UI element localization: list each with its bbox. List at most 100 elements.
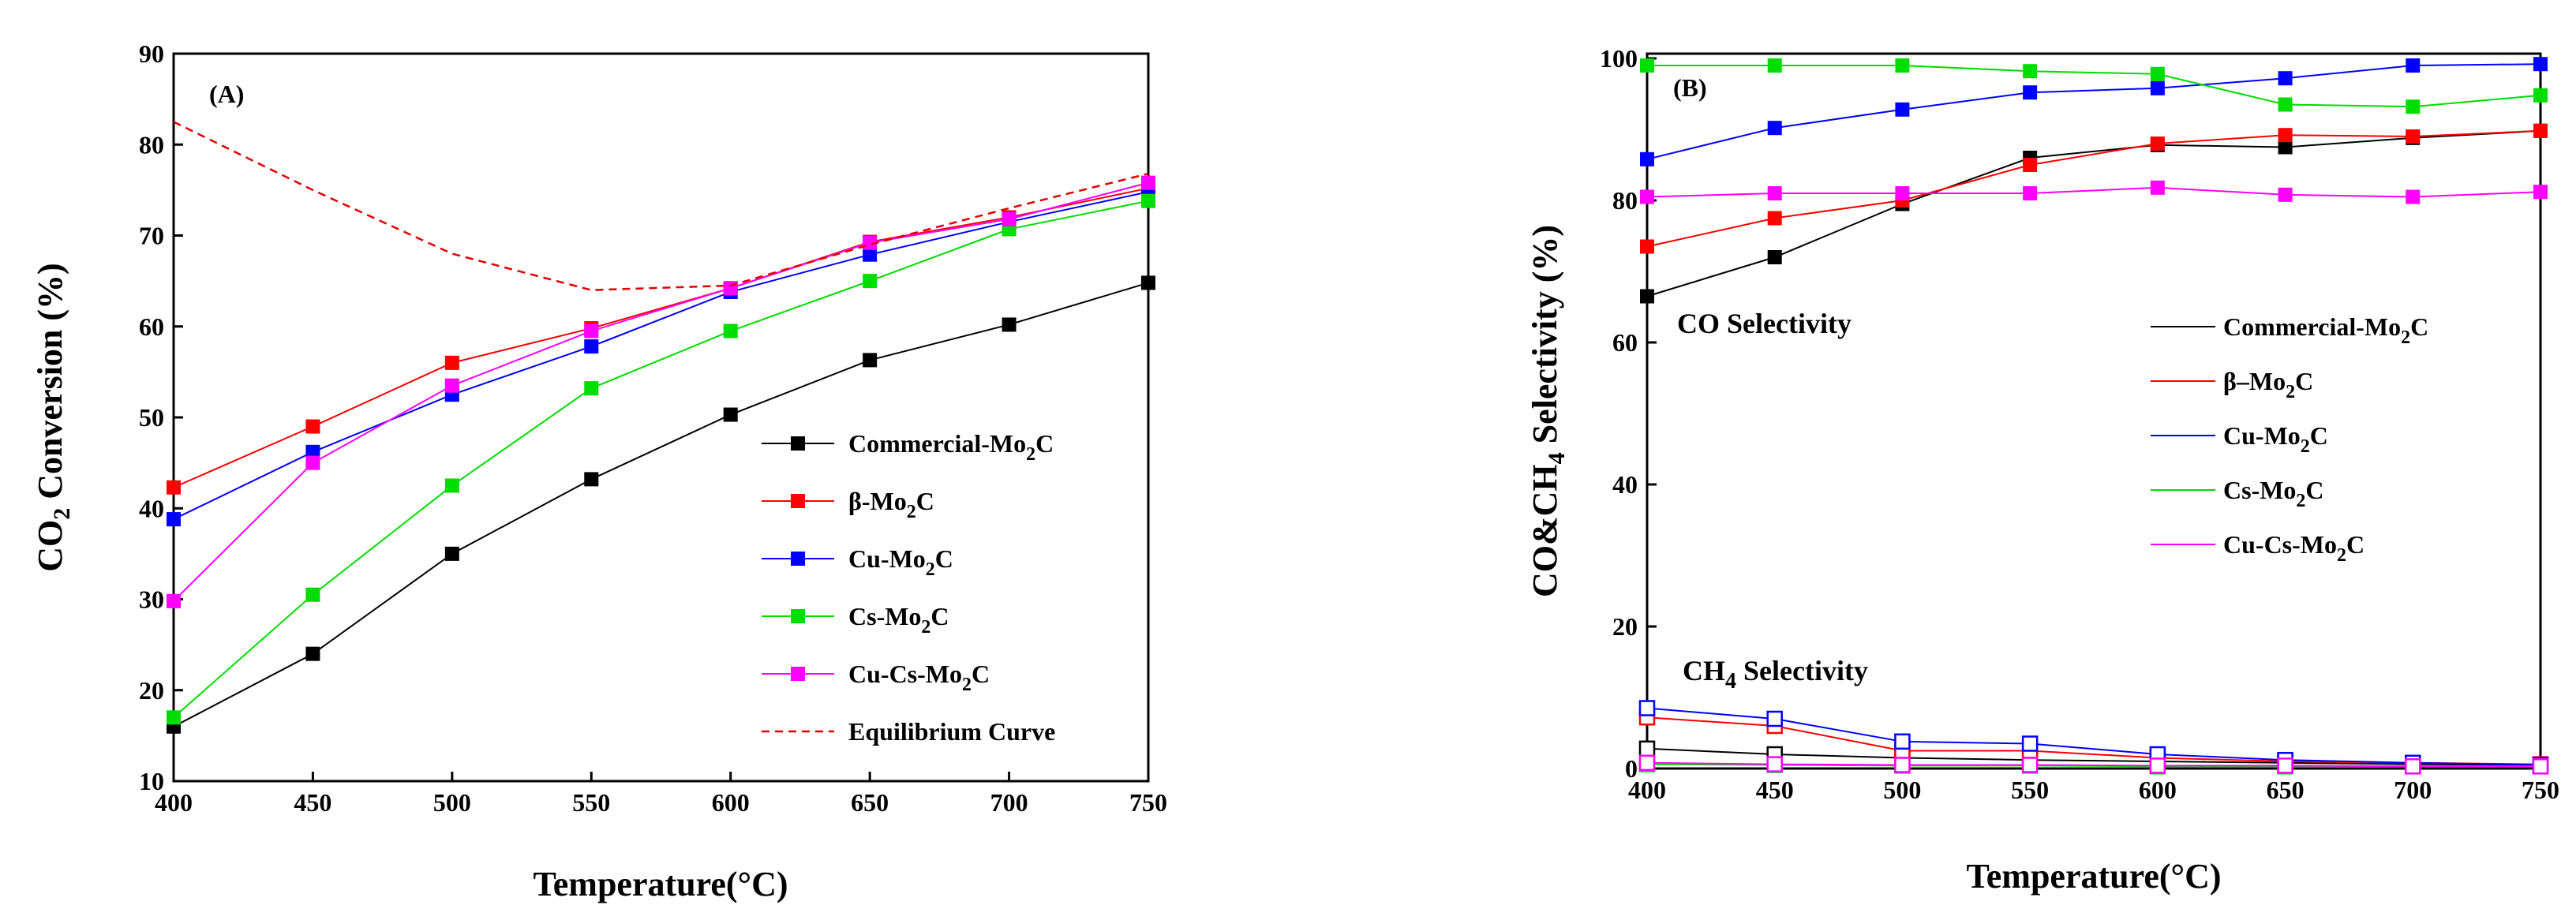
data-point	[584, 381, 599, 396]
legend-label: Cs-Mo2C	[2223, 476, 2324, 511]
legend-label: Cu-Cs-Mo2C	[2223, 530, 2364, 566]
data-point	[1895, 102, 1910, 117]
data-point	[1141, 175, 1155, 190]
legend-label: Equilibrium Curve	[848, 717, 1055, 746]
data-point	[1640, 189, 1654, 204]
data-point	[1767, 58, 1782, 73]
y-tick-label: 30	[139, 585, 164, 614]
series-line	[1646, 747, 2541, 766]
data-point	[863, 247, 878, 262]
panel-b: 400 450 500 550 600 650 700 750 0 20 40 60 80 100 (B)…	[1526, 44, 2559, 896]
panel-a-x-axis-title: Temperature(°C)	[533, 865, 788, 903]
data-point	[2406, 189, 2421, 204]
y-tick-label: 60	[1612, 328, 1638, 357]
data-point	[167, 480, 181, 495]
panel-a: 400 450 500 550 600 650 700 750 10 20 30 40 50 60 70 80…	[31, 39, 1167, 903]
series-line	[173, 187, 1149, 488]
data-point	[2406, 58, 2421, 73]
y-tick-label: 0	[1625, 754, 1638, 783]
data-point	[2278, 97, 2293, 112]
panel-b-plot-frame	[1646, 52, 2542, 770]
legend-label: Cu-Cs-Mo2C	[848, 660, 990, 695]
series-line	[173, 191, 1149, 520]
data-point	[167, 710, 181, 725]
series-line	[1646, 761, 2540, 768]
data-point	[1002, 317, 1017, 332]
data-point	[305, 646, 320, 661]
legend-label: β-Mo2C	[848, 487, 934, 522]
y-tick-label: 90	[139, 39, 164, 68]
y-tick-label: 70	[139, 222, 164, 250]
data-point	[305, 444, 320, 459]
data-point	[2406, 99, 2421, 114]
data-point	[2023, 85, 2038, 100]
data-point	[167, 512, 181, 527]
data-point	[1640, 239, 1654, 254]
panel-a-series	[167, 121, 1155, 734]
panel-b-series	[1638, 57, 2549, 775]
y-tick-label: 50	[139, 403, 164, 432]
panel-a-plot-frame	[172, 52, 1150, 783]
data-point	[305, 455, 320, 470]
panel-b-legend: Commercial-Mo2C β–Mo2C Cu-Mo2C Cs-Mo2C Cu-Cs…	[2151, 312, 2428, 566]
y-tick-label: 100	[1600, 44, 1638, 73]
data-point	[2533, 123, 2548, 138]
data-point	[1141, 275, 1155, 290]
data-point	[1766, 756, 1783, 772]
data-point	[1141, 193, 1155, 208]
data-point	[444, 355, 459, 370]
data-point	[305, 419, 320, 434]
data-point	[2278, 128, 2293, 143]
legend-label: Commercial-Mo2C	[2223, 312, 2428, 348]
x-tick-label: 450	[1756, 776, 1794, 804]
data-point	[1767, 250, 1782, 264]
data-point	[2023, 64, 2038, 79]
data-point	[2150, 180, 2165, 195]
x-tick-label: 750	[1129, 788, 1167, 817]
data-point	[2021, 735, 2039, 752]
data-point	[2277, 757, 2293, 774]
legend-marker	[791, 436, 805, 451]
data-point	[1894, 733, 1911, 750]
panel-b-y-axis-title: CO&CH4 Selectivity (%)	[1526, 225, 1570, 597]
data-point	[1640, 289, 1654, 304]
data-point	[1002, 211, 1017, 226]
x-tick-label: 400	[155, 788, 193, 817]
data-point	[2150, 80, 2165, 95]
panel-b-label: (B)	[1673, 73, 1707, 102]
series-line	[1646, 129, 2541, 297]
series-line	[1646, 129, 2541, 248]
data-point	[584, 472, 599, 487]
y-tick-label: 80	[139, 130, 164, 159]
legend-label: Cu-Mo2C	[2223, 421, 2328, 457]
panel-a-legend: Commercial-Mo2C β-Mo2C Cu-Mo2C Cs-Mo2C Cu-Cs…	[762, 429, 1055, 746]
series-line	[173, 200, 1149, 719]
data-point	[1895, 58, 1910, 73]
series-line	[173, 282, 1149, 727]
data-point	[1638, 740, 1656, 757]
series-line	[173, 181, 1149, 602]
series-line	[1646, 186, 2541, 198]
x-tick-label: 700	[990, 788, 1028, 817]
data-point	[2278, 187, 2293, 202]
data-point	[584, 323, 599, 338]
data-point	[2533, 88, 2548, 103]
data-point	[2021, 757, 2039, 773]
legend-label: Cs-Mo2C	[848, 602, 949, 638]
panel-a-label: (A)	[209, 80, 244, 108]
data-point	[584, 339, 599, 354]
legend-marker	[791, 494, 805, 508]
x-tick-label: 600	[2139, 776, 2177, 804]
co-selectivity-annotation: CO Selectivity	[1677, 308, 1852, 339]
x-tick-label: 550	[572, 788, 610, 817]
x-tick-label: 600	[712, 788, 750, 817]
series-line	[1646, 63, 2541, 160]
panel-a-y-axis-title: CO2 Conversion (%)	[31, 263, 75, 571]
data-point	[1894, 757, 1911, 773]
data-point	[2023, 158, 2038, 172]
series-line	[1646, 707, 2541, 766]
panel-a-ticks: 400 450 500 550 600 650 700 750 10 20 30 40 50 60 70 80…	[139, 39, 1167, 817]
data-point	[1895, 186, 1910, 200]
data-point	[1766, 710, 1783, 727]
x-tick-label: 500	[433, 788, 471, 817]
